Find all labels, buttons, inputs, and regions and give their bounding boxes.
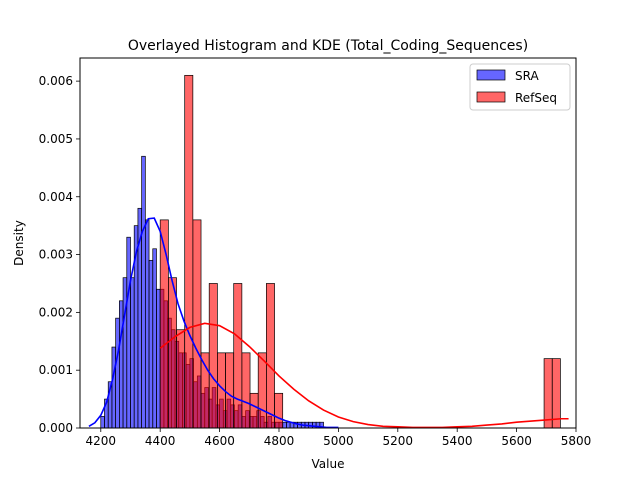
- y-tick-label-5: 0.005: [39, 132, 73, 146]
- bar-refseq-0: [159, 219, 169, 429]
- bar-refseq-8: [225, 352, 235, 429]
- y-tick-label-6: 0.006: [39, 74, 73, 88]
- x-tick-label-2: 4600: [204, 434, 235, 448]
- bar-refseq-9: [233, 283, 243, 429]
- kde-line-sra: [88, 217, 339, 429]
- bar-sra-0: [100, 416, 105, 429]
- x-tick-label-4: 5000: [323, 434, 354, 448]
- bar-sra-8: [130, 277, 135, 429]
- x-tick-label-7: 5600: [501, 434, 532, 448]
- bar-sra-3: [111, 346, 116, 429]
- kde-curves: [88, 217, 569, 429]
- legend-swatch-sra: [476, 69, 506, 81]
- bar-sra-11: [141, 155, 146, 429]
- bar-refseq-47: [543, 358, 553, 429]
- bar-refseq-48: [551, 358, 561, 429]
- x-axis-ticks: 4200 4400 4600 4800 5000 5200 5400 5600 5800: [86, 428, 592, 448]
- bar-sra-13: [148, 259, 154, 429]
- y-tick-label-2: 0.002: [39, 305, 73, 319]
- plot-frame: [79, 57, 577, 429]
- y-tick-label-4: 0.004: [39, 190, 73, 204]
- bar-sra-6: [122, 277, 128, 429]
- bar-refseq-3: [184, 74, 194, 429]
- y-axis-ticks: 0.000 0.001 0.002 0.003 0.004 0.005 0.006: [39, 74, 80, 435]
- legend-swatch-refseq: [476, 91, 506, 103]
- y-tick-label-3: 0.003: [39, 248, 73, 262]
- x-tick-label-6: 5400: [442, 434, 473, 448]
- bar-sra-7: [126, 236, 131, 429]
- y-tick-label-1: 0.001: [39, 363, 73, 377]
- y-tick-label-0: 0.000: [39, 421, 73, 435]
- x-tick-label-0: 4200: [86, 434, 117, 448]
- y-axis-label: Density: [12, 220, 26, 266]
- legend: SRA RefSeq: [469, 63, 571, 111]
- bar-refseq-14: [274, 392, 284, 429]
- bar-refseq-1: [168, 277, 177, 429]
- bar-refseq-11: [249, 392, 259, 429]
- x-tick-label-5: 5200: [383, 434, 414, 448]
- bar-sra-5: [118, 300, 124, 429]
- legend-label-refseq: RefSeq: [515, 91, 557, 105]
- x-axis-label: Value: [312, 457, 345, 471]
- bar-refseq-12: [257, 352, 267, 429]
- kde-line-refseq: [159, 322, 569, 429]
- x-tick-label-3: 4800: [264, 434, 295, 448]
- chart-title: Overlayed Histogram and KDE (Total_Codin…: [128, 38, 528, 54]
- bar-refseq-2: [176, 329, 186, 429]
- bar-sra-15: [156, 288, 161, 429]
- bar-sra-12: [144, 219, 150, 429]
- x-tick-label-8: 5800: [561, 434, 592, 448]
- bar-sra-14: [152, 248, 157, 429]
- legend-label-sra: SRA: [515, 69, 539, 83]
- bar-sra-4: [115, 317, 120, 429]
- bar-sra-50: [286, 421, 291, 429]
- bar-sra-49: [282, 421, 287, 429]
- bar-refseq-13: [266, 283, 275, 429]
- x-tick-label-1: 4400: [145, 434, 176, 448]
- bar-refseq-6: [208, 283, 218, 429]
- bar-refseq-10: [241, 352, 251, 429]
